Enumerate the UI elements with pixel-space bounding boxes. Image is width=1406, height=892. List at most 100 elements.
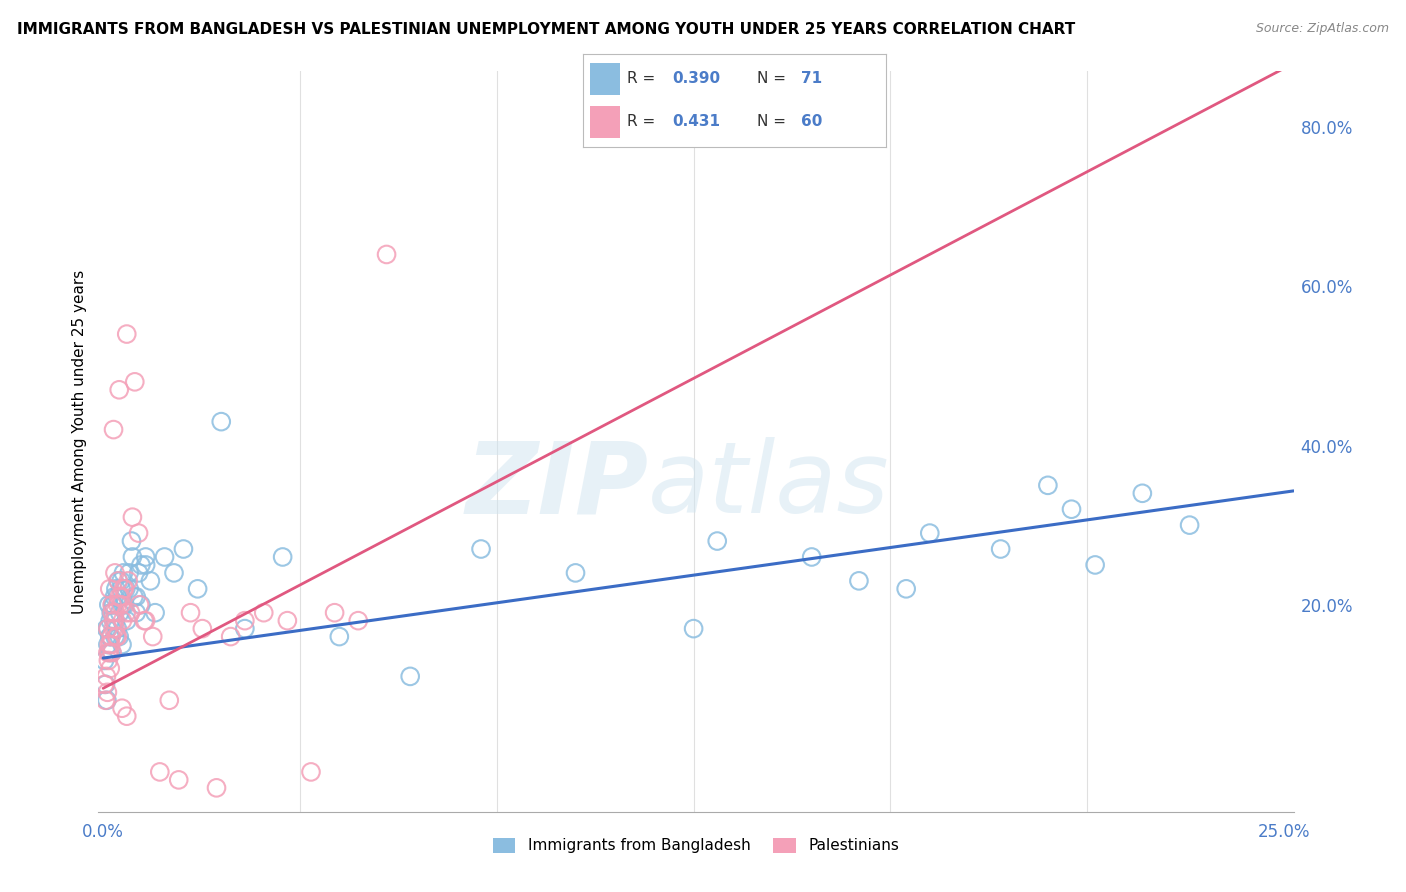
Text: ZIP: ZIP	[465, 437, 648, 534]
Point	[114, 598, 136, 612]
Point	[347, 614, 370, 628]
Point	[101, 622, 124, 636]
Point	[800, 549, 823, 564]
Point	[1130, 486, 1153, 500]
Point	[328, 630, 350, 644]
Point	[115, 614, 138, 628]
Point	[98, 614, 121, 628]
Point	[104, 606, 127, 620]
Point	[139, 574, 162, 588]
Point	[105, 590, 128, 604]
Point	[121, 549, 143, 564]
Point	[134, 614, 156, 628]
Point	[112, 582, 135, 596]
Point	[94, 693, 117, 707]
Point	[149, 764, 172, 779]
Point	[105, 630, 128, 644]
Point	[110, 574, 132, 588]
Point	[125, 590, 148, 604]
Point	[124, 375, 146, 389]
Point	[142, 630, 165, 644]
Bar	[589, 106, 620, 138]
Point	[399, 669, 422, 683]
Point	[323, 606, 346, 620]
Point	[98, 661, 121, 675]
Legend: Immigrants from Bangladesh, Palestinians: Immigrants from Bangladesh, Palestinians	[486, 831, 905, 860]
Point	[101, 646, 124, 660]
Point	[115, 327, 138, 342]
Point	[96, 685, 118, 699]
Point	[98, 646, 121, 660]
Point	[111, 638, 134, 652]
Point	[135, 549, 157, 564]
Point	[153, 549, 176, 564]
Point	[163, 566, 186, 580]
Point	[111, 701, 134, 715]
Point	[107, 574, 129, 588]
Point	[104, 622, 127, 636]
Point	[114, 582, 136, 596]
Point	[93, 677, 115, 691]
Point	[97, 622, 120, 636]
Point	[93, 653, 115, 667]
Point	[682, 622, 704, 636]
Point	[98, 630, 121, 644]
Point	[108, 590, 131, 604]
Text: R =: R =	[627, 71, 655, 87]
Point	[104, 582, 127, 596]
Point	[96, 622, 118, 636]
Point	[104, 566, 127, 580]
Point	[96, 693, 118, 707]
Point	[167, 772, 190, 787]
Point	[470, 541, 492, 556]
Point	[103, 614, 125, 628]
Point	[100, 638, 122, 652]
Point	[191, 622, 214, 636]
Point	[103, 590, 125, 604]
Point	[103, 614, 125, 628]
Point	[97, 646, 120, 660]
Text: 71: 71	[801, 71, 823, 87]
Point	[101, 598, 124, 612]
Point	[375, 247, 398, 261]
Point	[104, 614, 127, 628]
Point	[110, 598, 132, 612]
Point	[100, 606, 122, 620]
Point	[128, 566, 150, 580]
Point	[115, 709, 138, 723]
Point	[125, 606, 148, 620]
Point	[233, 614, 256, 628]
Text: R =: R =	[627, 114, 655, 129]
Point	[219, 630, 242, 644]
Text: IMMIGRANTS FROM BANGLADESH VS PALESTINIAN UNEMPLOYMENT AMONG YOUTH UNDER 25 YEAR: IMMIGRANTS FROM BANGLADESH VS PALESTINIA…	[17, 22, 1076, 37]
Point	[143, 606, 166, 620]
Point	[122, 590, 145, 604]
Point	[276, 614, 298, 628]
Point	[108, 383, 131, 397]
Point	[112, 582, 135, 596]
Point	[1060, 502, 1083, 516]
Point	[97, 622, 120, 636]
Point	[103, 598, 125, 612]
Point	[104, 630, 127, 644]
Point	[128, 526, 150, 541]
Point	[100, 630, 122, 644]
Point	[94, 677, 117, 691]
Point	[1036, 478, 1059, 492]
Point	[253, 606, 276, 620]
Point	[990, 541, 1012, 556]
Point	[1178, 518, 1201, 533]
Point	[105, 630, 128, 644]
Text: 0.431: 0.431	[672, 114, 721, 129]
Point	[205, 780, 228, 795]
Point	[233, 622, 256, 636]
Point	[107, 574, 129, 588]
Point	[110, 582, 132, 596]
Point	[101, 606, 124, 620]
Point	[172, 541, 194, 556]
Point	[100, 646, 122, 660]
Point	[117, 574, 139, 588]
Text: N =: N =	[758, 71, 786, 87]
Bar	[589, 63, 620, 95]
Point	[105, 622, 128, 636]
